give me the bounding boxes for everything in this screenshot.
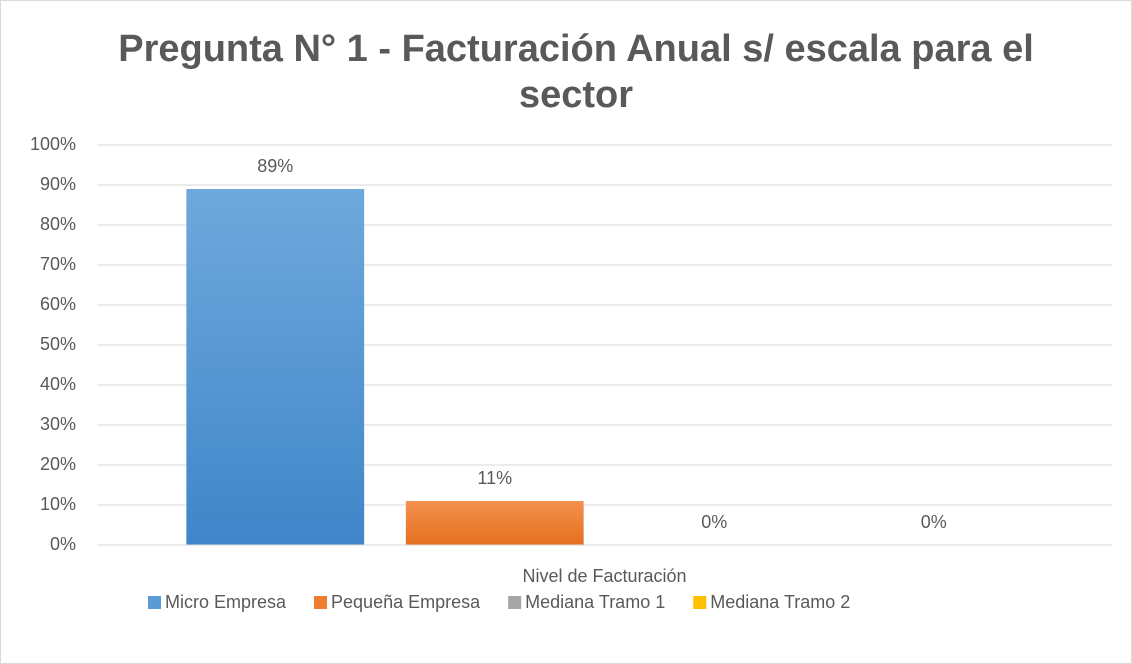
legend-label: Mediana Tramo 1: [525, 592, 665, 612]
y-tick-label: 0%: [50, 534, 76, 554]
bar: [186, 189, 365, 545]
y-tick-label: 90%: [40, 174, 76, 194]
legend-swatch: [314, 596, 328, 609]
y-tick-label: 70%: [40, 254, 76, 274]
y-tick-label: 100%: [30, 134, 76, 154]
data-label: 0%: [701, 512, 727, 532]
y-tick-label: 60%: [40, 294, 76, 314]
x-axis-label: Nivel de Facturación: [522, 566, 686, 586]
data-label: 89%: [257, 156, 293, 176]
data-label: 11%: [477, 468, 512, 488]
legend-swatch: [148, 596, 161, 609]
legend-swatch: [693, 596, 707, 609]
legend-swatch: [508, 596, 522, 609]
y-tick-label: 80%: [40, 214, 76, 234]
bar: [405, 501, 584, 545]
legend-label: Mediana Tramo 2: [710, 592, 850, 612]
legend-label: Pequeña Empresa: [331, 592, 481, 612]
y-tick-label: 30%: [40, 414, 76, 434]
y-tick-label: 50%: [40, 334, 76, 354]
y-tick-label: 40%: [40, 374, 76, 394]
chart-title: Pregunta N° 1 - Facturación Anual s/ esc…: [118, 28, 1034, 116]
y-tick-label: 20%: [40, 454, 76, 474]
y-tick-label: 10%: [40, 494, 76, 514]
legend-label: Micro Empresa: [165, 592, 287, 612]
data-label: 0%: [921, 512, 947, 532]
